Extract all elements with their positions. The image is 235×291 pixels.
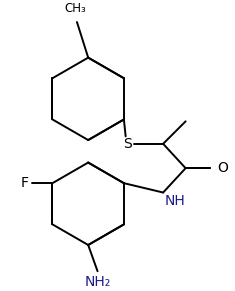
Text: NH: NH: [165, 194, 186, 208]
Text: O: O: [217, 161, 228, 175]
Text: F: F: [20, 176, 28, 190]
Text: NH₂: NH₂: [84, 275, 111, 289]
Text: S: S: [123, 137, 132, 151]
Text: CH₃: CH₃: [64, 1, 86, 15]
